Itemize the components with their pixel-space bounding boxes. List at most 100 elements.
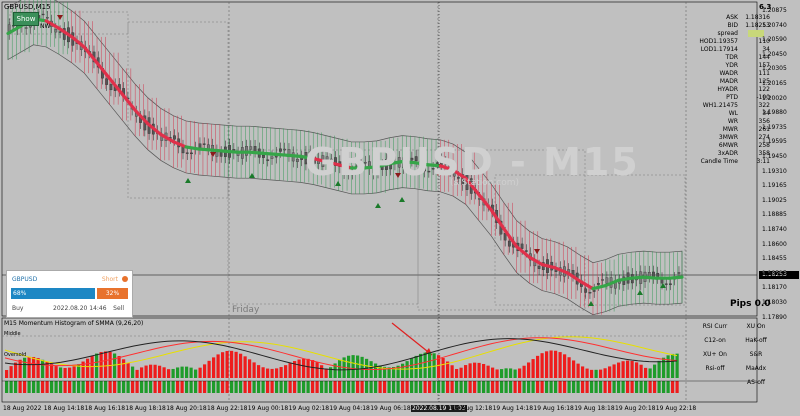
- info-value: 125: [758, 78, 770, 85]
- up-arrow-icon: [637, 290, 643, 295]
- histogram-bar: [86, 358, 90, 378]
- histogram-lower-bar: [167, 381, 171, 393]
- sentiment-widget[interactable]: GBPUSD Short 68% 32% Buy 2022.08.20 14:4…: [6, 270, 133, 318]
- indicator-toggle-button[interactable]: RSI Curr: [702, 323, 728, 330]
- histogram-bar: [477, 362, 481, 378]
- histogram-bar: [27, 356, 31, 378]
- moving-average-segment: [108, 77, 125, 97]
- candle-body: [520, 243, 524, 249]
- sell-percentage-bar: 32%: [97, 288, 128, 299]
- info-label: LOD1.17914: [700, 46, 738, 53]
- histogram-bar: [428, 352, 432, 378]
- histogram-bar: [113, 353, 117, 378]
- moving-average-segment: [337, 163, 353, 170]
- histogram-lower-bar: [423, 381, 427, 393]
- candle-body: [427, 170, 431, 173]
- show-button[interactable]: Show: [13, 12, 39, 26]
- up-arrow-icon: [249, 173, 255, 178]
- histogram-bar: [324, 368, 328, 378]
- histogram-bar: [171, 368, 175, 378]
- info-row: HYADR 122: [698, 86, 785, 95]
- moving-average-segment: [426, 163, 442, 168]
- indicator-toggle-button[interactable]: HaK-off: [745, 337, 767, 344]
- range-box: [9, 11, 129, 35]
- histogram-bar: [68, 367, 72, 378]
- histogram-lower-bar: [563, 381, 567, 393]
- indicator-toggle-button[interactable]: XU+ On: [703, 351, 727, 358]
- histogram-lower-bar: [612, 381, 616, 393]
- moving-average-segment: [286, 153, 303, 158]
- histogram-lower-bar: [378, 381, 382, 393]
- up-arrow-icon: [399, 197, 405, 202]
- histogram-bar: [293, 361, 297, 378]
- histogram-bar: [338, 360, 342, 378]
- histogram-lower-bar: [41, 381, 45, 393]
- watermark: GBPUSD - M15: [305, 140, 640, 184]
- histogram-bar: [203, 364, 207, 378]
- indicator-line: [4, 337, 678, 371]
- histogram-lower-bar: [576, 381, 580, 393]
- buy-label: Buy: [12, 305, 24, 312]
- histogram-bar: [252, 362, 256, 378]
- moving-average-segment: [515, 245, 531, 259]
- indicator-toggle-button[interactable]: XU On: [746, 323, 766, 330]
- info-row: MADR 125: [698, 78, 785, 87]
- histogram-lower-bar: [360, 381, 364, 393]
- histogram-bar: [662, 357, 666, 378]
- histogram-bar: [257, 365, 261, 378]
- moving-average-segment: [146, 122, 163, 136]
- histogram-lower-bar: [203, 381, 207, 393]
- moving-average-segment: [489, 208, 506, 231]
- info-row: WL 34: [698, 110, 785, 119]
- histogram-bar: [401, 363, 405, 378]
- histogram-lower-bar: [293, 381, 297, 393]
- histogram-bar: [131, 366, 135, 378]
- histogram-lower-bar: [144, 381, 148, 393]
- histogram-lower-bar: [230, 381, 234, 393]
- histogram-lower-bar: [324, 381, 328, 393]
- histogram-bar: [122, 359, 126, 378]
- candle-body: [461, 174, 465, 185]
- info-value: 261: [758, 126, 770, 133]
- histogram-lower-bar: [531, 381, 535, 393]
- moving-average-segment: [362, 165, 379, 170]
- histogram-lower-bar: [207, 381, 211, 393]
- candle-body: [444, 162, 448, 164]
- info-label: 3MWR: [718, 134, 738, 141]
- histogram-lower-bar: [414, 381, 418, 393]
- indicator-toggle-button[interactable]: S&R: [749, 351, 763, 358]
- histogram-lower-bar: [90, 381, 94, 393]
- indicator-toggle-button[interactable]: Rsi-off: [705, 365, 725, 372]
- histogram-bar: [261, 367, 265, 378]
- moving-average-segment: [629, 275, 646, 280]
- histogram-lower-bar: [347, 381, 351, 393]
- indicator-toggle-button[interactable]: AS-off: [747, 379, 765, 386]
- histogram-lower-bar: [270, 381, 274, 393]
- histogram-lower-bar: [131, 381, 135, 393]
- histogram-lower-bar: [549, 381, 553, 393]
- histogram-bar: [653, 364, 657, 378]
- indicator-plot-border: [1, 317, 758, 403]
- histogram-bar: [536, 355, 540, 378]
- histogram-bar: [230, 350, 234, 378]
- info-value: 110: [758, 38, 770, 45]
- info-value: 157: [758, 62, 770, 69]
- indicator-toggle-button[interactable]: C12-on: [704, 337, 726, 344]
- histogram-lower-bar: [365, 381, 369, 393]
- histogram-lower-bar: [122, 381, 126, 393]
- moving-average-segment: [6, 24, 23, 36]
- info-row: WR 356: [698, 118, 785, 127]
- histogram-bar: [311, 360, 315, 378]
- histogram-bar: [347, 355, 351, 378]
- symbol-label: GBPUSD,M15: [4, 3, 51, 11]
- histogram-lower-bar: [288, 381, 292, 393]
- info-label: MADR: [719, 78, 738, 85]
- info-label: 3xADR: [717, 150, 738, 157]
- histogram-lower-bar: [171, 381, 175, 393]
- moving-average-segment: [273, 152, 290, 157]
- info-value: 258: [758, 142, 770, 149]
- price-tick-label: 1.19595: [762, 138, 787, 146]
- moving-average-segment: [413, 161, 430, 167]
- indicator-toggle-button[interactable]: MaAdx: [745, 365, 767, 372]
